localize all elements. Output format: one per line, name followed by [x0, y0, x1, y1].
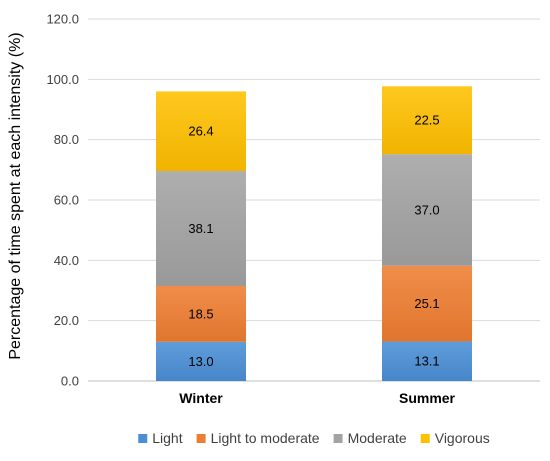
legend-swatch [138, 434, 148, 443]
bar-segment-winter-vigorous [156, 91, 246, 172]
x-tick-label-winter: Winter [179, 390, 223, 406]
bar-segment-summer-vigorous [382, 86, 472, 155]
legend-swatch [420, 434, 430, 443]
legend-item-vigorous: Vigorous [420, 430, 490, 446]
data-label: 26.4 [188, 124, 213, 139]
bar-segment-summer-light [382, 341, 472, 381]
y-tick-label: 60.0 [54, 193, 79, 208]
bar-segment-winter-light [156, 341, 246, 381]
bar-segment-winter-moderate [156, 171, 246, 286]
data-label: 18.5 [188, 306, 213, 321]
data-label: 38.1 [188, 221, 213, 236]
legend: Light Light to moderate Moderate Vigorous [138, 430, 490, 446]
bars [156, 86, 472, 381]
gridlines [88, 18, 540, 382]
data-label: 25.1 [414, 296, 439, 311]
y-axis-title: Percentage of time spent at each intensi… [7, 32, 24, 359]
data-labels: 13.0 18.5 38.1 26.4 13.1 25.1 37.0 22.5 [188, 113, 439, 369]
legend-label: Light to moderate [211, 430, 320, 446]
data-label: 37.0 [414, 202, 439, 217]
bar-segment-summer-moderate [382, 154, 472, 266]
x-axis-ticks: Winter Summer [179, 390, 455, 406]
legend-item-light: Light [138, 430, 183, 446]
y-tick-label: 0.0 [61, 374, 79, 389]
x-tick-label-summer: Summer [399, 390, 456, 406]
legend-swatch [196, 434, 206, 443]
data-label: 13.0 [188, 354, 213, 369]
legend-label: Moderate [348, 430, 407, 446]
y-tick-label: 100.0 [46, 72, 79, 87]
bar-segment-winter-light-to-moderate [156, 285, 246, 342]
y-tick-label: 120.0 [46, 12, 79, 27]
bar-segment-summer-light-to-moderate [382, 265, 472, 342]
legend-item-light-to-moderate: Light to moderate [196, 430, 320, 446]
data-label: 13.1 [414, 354, 439, 369]
legend-swatch [333, 434, 343, 443]
data-label: 22.5 [414, 113, 439, 128]
legend-item-moderate: Moderate [333, 430, 407, 446]
y-tick-label: 40.0 [54, 253, 79, 268]
legend-label: Vigorous [435, 430, 490, 446]
y-axis-ticks: 0.0 20.0 40.0 60.0 80.0 100.0 120.0 [46, 12, 79, 389]
legend-label: Light [152, 430, 182, 446]
y-tick-label: 80.0 [54, 132, 79, 147]
y-tick-label: 20.0 [54, 313, 79, 328]
